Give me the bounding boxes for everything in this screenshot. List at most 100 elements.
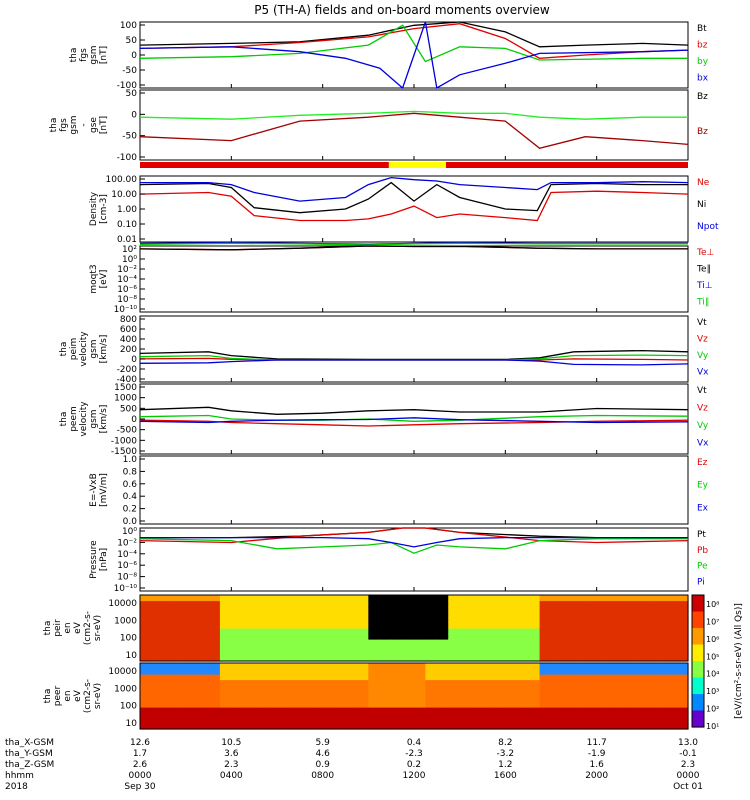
spectrogram-cell bbox=[414, 718, 427, 725]
legend-Pb: Pb bbox=[697, 546, 708, 556]
spectrogram-cell bbox=[676, 633, 689, 640]
spectrogram-cell bbox=[516, 655, 529, 662]
spectrogram-cell bbox=[368, 723, 381, 730]
spectrogram-cell bbox=[414, 668, 427, 675]
spectrogram-cell bbox=[277, 679, 290, 686]
spectrogram-cell bbox=[299, 674, 312, 681]
y-axis-label: [eV] bbox=[99, 270, 109, 289]
spectrogram-cell bbox=[493, 674, 506, 681]
y-axis-label: tha bbox=[43, 621, 53, 636]
spectrogram-cell bbox=[448, 674, 461, 681]
spectrogram-cell bbox=[436, 723, 449, 730]
spectrogram-cell bbox=[425, 668, 438, 675]
spectrogram-cell bbox=[551, 707, 564, 714]
spectrogram-cell bbox=[516, 674, 529, 681]
spectrogram-cell bbox=[653, 668, 666, 675]
spectrogram-cell bbox=[311, 633, 324, 640]
spectrogram-cell bbox=[402, 633, 415, 640]
spectrogram-cell bbox=[619, 611, 632, 618]
spectrogram-cell bbox=[482, 718, 495, 725]
spectrogram-cell bbox=[391, 633, 404, 640]
spectrogram-cell bbox=[162, 668, 175, 675]
spectrogram-cell bbox=[425, 679, 438, 686]
spectrogram-cell bbox=[379, 707, 392, 714]
spectrogram-cell bbox=[402, 628, 415, 635]
spectrogram-cell bbox=[322, 685, 335, 692]
spectrogram-cell bbox=[311, 622, 324, 629]
spectrogram-cell bbox=[379, 633, 392, 640]
spectrogram-cell bbox=[265, 723, 278, 730]
spectrogram-cell bbox=[311, 606, 324, 613]
spectrogram-cell bbox=[219, 668, 232, 675]
y-tick-label: 1000 bbox=[114, 684, 137, 694]
spectrogram-cell bbox=[448, 595, 461, 602]
spectrogram-cell bbox=[140, 606, 153, 613]
y-tick-label: 0 bbox=[131, 51, 137, 61]
spectrogram-cell bbox=[231, 685, 244, 692]
spectrogram-cell bbox=[528, 595, 541, 602]
spectrogram-cell bbox=[425, 650, 438, 657]
axis-value: 1200 bbox=[403, 771, 426, 781]
spectrogram-cell bbox=[436, 644, 449, 651]
spectrogram-cell bbox=[642, 606, 655, 613]
colorbar-tick: 10⁵ bbox=[706, 652, 719, 661]
y-tick-label: 0.6 bbox=[123, 480, 138, 490]
spectrogram-cell bbox=[425, 617, 438, 624]
spectrogram-cell bbox=[528, 655, 541, 662]
spectrogram-cell bbox=[596, 633, 609, 640]
spectrogram-cell bbox=[299, 679, 312, 686]
y-tick-label: 0 bbox=[131, 355, 137, 365]
spectrogram-cell bbox=[539, 639, 552, 646]
spectrogram-cell bbox=[414, 701, 427, 708]
spectrogram-cell bbox=[528, 696, 541, 703]
spectrogram-cell bbox=[185, 723, 198, 730]
spectrogram-cell bbox=[277, 655, 290, 662]
spectrogram-cell bbox=[151, 617, 164, 624]
spectrogram-cell bbox=[185, 617, 198, 624]
legend-Vy: Vy bbox=[697, 351, 709, 361]
y-tick-label: 600 bbox=[120, 325, 137, 335]
spectrogram-cell bbox=[208, 663, 221, 670]
spectrogram-cell bbox=[288, 595, 301, 602]
series-line-by bbox=[139, 24, 688, 63]
spectrogram-cell bbox=[185, 668, 198, 675]
series-line-bx bbox=[139, 21, 689, 90]
axis-value: 11.7 bbox=[587, 738, 607, 748]
spectrogram-cell bbox=[288, 701, 301, 708]
spectrogram-cell bbox=[619, 622, 632, 629]
spectrogram-cell bbox=[391, 712, 404, 719]
spectrogram-cell bbox=[185, 633, 198, 640]
spectrogram-cell bbox=[562, 674, 575, 681]
spectrogram-cell bbox=[174, 663, 187, 670]
spectrogram-cell bbox=[619, 696, 632, 703]
y-tick-label: -50 bbox=[122, 132, 137, 142]
spectrogram-cell bbox=[345, 685, 358, 692]
spectrogram-cell bbox=[471, 723, 484, 730]
spectrogram-cell bbox=[277, 712, 290, 719]
spectrogram-cell bbox=[539, 600, 552, 607]
panel-fgs-gsm: 100 50 0 -50 -100 tha fgs gsm [nT] Bt bz by bx bbox=[69, 21, 709, 91]
spectrogram-cell bbox=[482, 617, 495, 624]
y-axis-label: [mV/m] bbox=[99, 473, 109, 507]
spectrogram-cell bbox=[539, 723, 552, 730]
spectrogram-cell bbox=[642, 655, 655, 662]
spectrogram-cell bbox=[436, 701, 449, 708]
spectrogram-cell bbox=[402, 707, 415, 714]
spectrogram-cell bbox=[140, 611, 153, 618]
spectrogram-cell bbox=[277, 650, 290, 657]
spectrogram-cell bbox=[425, 606, 438, 613]
spectrogram-cell bbox=[516, 611, 529, 618]
spectrogram-cell bbox=[573, 685, 586, 692]
y-tick-label: 500 bbox=[120, 404, 137, 414]
spectrogram-cell bbox=[630, 655, 643, 662]
spectrogram-cell bbox=[402, 679, 415, 686]
spectrogram-cell bbox=[345, 650, 358, 657]
spectrogram-cell bbox=[402, 663, 415, 670]
spectrogram-cell bbox=[414, 611, 427, 618]
spectrogram-cell bbox=[162, 633, 175, 640]
spectrogram-cell bbox=[402, 712, 415, 719]
spectrogram-cell bbox=[585, 712, 598, 719]
spectrogram-cell bbox=[391, 622, 404, 629]
spectrogram-cell bbox=[208, 674, 221, 681]
spectrogram-cell bbox=[653, 674, 666, 681]
